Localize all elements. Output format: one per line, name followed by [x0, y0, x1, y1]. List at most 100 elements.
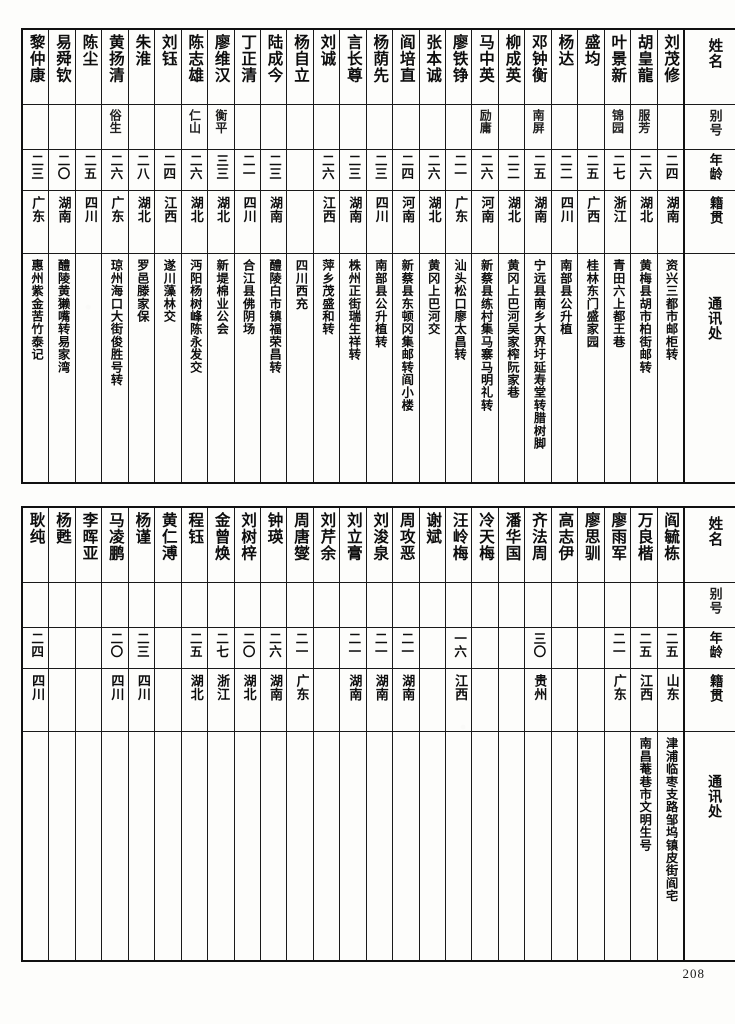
cell-address: 惠州紫金苦竹泰记	[21, 253, 50, 484]
cell-address	[48, 731, 76, 962]
table-row-name: 耿纯 杨甦 李晖亚 马凌鹏 杨谨 黄仁溥 程钰 金曾焕 刘树梓 钟瑛 周唐燮 刘芹余 刘立膏 刘浚泉 周攻恶…	[21, 506, 735, 583]
cell-native: 江西	[630, 668, 658, 732]
alias-text: 锦园	[610, 109, 625, 134]
cell-name: 汪岭梅	[444, 506, 473, 583]
native-text: 四川	[29, 674, 45, 701]
age-text: 二七	[610, 154, 626, 180]
name-text: 廖思驯	[582, 512, 601, 562]
cell-address	[180, 731, 209, 962]
cell-native: 湖北	[127, 190, 156, 254]
cell-name: 黄扬清	[101, 28, 129, 105]
name-text: 汪岭梅	[450, 512, 469, 562]
age-text: 二六	[319, 154, 335, 180]
cell-alias	[577, 104, 605, 150]
cell-age: 二五	[180, 627, 209, 669]
cell-age: 二一	[603, 627, 632, 669]
cell-name: 李晖亚	[74, 506, 103, 583]
cell-age: 二六	[418, 149, 447, 191]
cell-address: 沔阳杨树峰陈永发交	[180, 253, 209, 484]
cell-alias	[286, 582, 314, 628]
native-text: 湖南	[372, 674, 388, 701]
cell-native: 四川	[21, 668, 50, 732]
cell-name: 周唐燮	[286, 506, 314, 583]
age-text: 二六	[425, 154, 441, 180]
cell-alias	[312, 582, 341, 628]
cell-alias	[444, 582, 473, 628]
cell-alias	[471, 582, 499, 628]
cell-alias	[630, 582, 658, 628]
page-number: 208	[682, 966, 705, 981]
cell-age: 二六	[471, 149, 499, 191]
cell-native: 四川	[550, 190, 579, 254]
address-text: 黄冈上巴河交	[426, 259, 441, 336]
cell-address	[74, 731, 103, 962]
native-text: 四川	[81, 196, 97, 223]
native-text: 山东	[663, 674, 679, 701]
row-header-alias: 别号	[682, 582, 735, 628]
cell-age	[312, 627, 341, 669]
cell-native: 湖南	[48, 190, 76, 254]
cell-alias	[577, 582, 605, 628]
name-text: 高志伊	[556, 512, 575, 562]
cell-alias: 励庸	[471, 104, 499, 150]
name-text: 易舜钦	[54, 34, 73, 84]
address-text: 新蔡县练村集马寨马明礼转	[479, 259, 494, 412]
cell-name: 丁正清	[233, 28, 261, 105]
name-text: 刘钰	[159, 34, 178, 67]
cell-address	[233, 731, 261, 962]
address-text: 醴陵黄獭嘴转易家湾	[56, 259, 71, 374]
address-text: 醴陵白市镇福荣昌转	[267, 259, 282, 374]
age-text: 二五	[187, 632, 203, 658]
cell-address: 醴陵白市镇福荣昌转	[259, 253, 288, 484]
native-text: 四川	[108, 674, 124, 701]
cell-name: 易舜钦	[48, 28, 76, 105]
age-text: 二三	[372, 154, 388, 180]
name-text: 阎培直	[397, 34, 416, 84]
age-text: 二二	[557, 154, 573, 180]
cell-address: 新蔡县东顿冈集邮转阎小楼	[392, 253, 420, 484]
cell-native: 湖南	[259, 190, 288, 254]
cell-alias	[656, 104, 685, 150]
name-text: 刘芹余	[318, 512, 337, 562]
cell-alias	[259, 104, 288, 150]
cell-address	[101, 731, 129, 962]
cell-name: 胡皇龍	[630, 28, 658, 105]
cell-age: 一六	[444, 627, 473, 669]
cell-address: 黄梅县胡市柏街邮转	[630, 253, 658, 484]
name-text: 阎毓栋	[662, 512, 681, 562]
name-text: 胡皇龍	[635, 34, 654, 84]
age-text: 二四	[663, 154, 679, 180]
age-text: 二五	[663, 632, 679, 658]
cell-alias: 南屏	[524, 104, 552, 150]
age-text: 二八	[134, 154, 150, 180]
cell-native: 湖南	[524, 190, 552, 254]
cell-native: 浙江	[207, 668, 235, 732]
cell-alias	[339, 582, 367, 628]
cell-name: 杨谨	[127, 506, 156, 583]
table-row-native: 四川 四川 四川 湖北 浙江 湖北 湖南 广东 湖南 湖南 湖南 江西 贵州 广东 江西 山东 籍贯	[21, 668, 735, 732]
cell-address: 青田六上都王巷	[603, 253, 632, 484]
cell-age	[154, 627, 182, 669]
name-text: 刘茂修	[662, 34, 681, 84]
native-text: 贵州	[531, 674, 547, 701]
cell-native: 湖北	[630, 190, 658, 254]
name-text: 邓钟衡	[529, 34, 548, 84]
cell-address	[497, 731, 526, 962]
cell-age: 二二	[497, 149, 526, 191]
alias-text: 服芳	[636, 109, 651, 134]
cell-age	[418, 627, 447, 669]
cell-native: 湖北	[418, 190, 447, 254]
native-text: 广东	[452, 196, 468, 223]
cell-name: 盛均	[577, 28, 605, 105]
name-text: 朱淮	[133, 34, 152, 67]
age-text: 二四	[399, 154, 415, 180]
cell-alias	[418, 582, 447, 628]
cell-age	[550, 627, 579, 669]
age-text: 二三	[346, 154, 362, 180]
age-text: 二二	[504, 154, 520, 180]
alias-text: 衡平	[213, 109, 228, 134]
cell-name: 万良楷	[630, 506, 658, 583]
row-header-address: 通讯处	[682, 253, 735, 484]
table-row-alias: 俗生 仁山 衡平 励庸 南屏 锦园 服芳 别号	[21, 104, 735, 150]
